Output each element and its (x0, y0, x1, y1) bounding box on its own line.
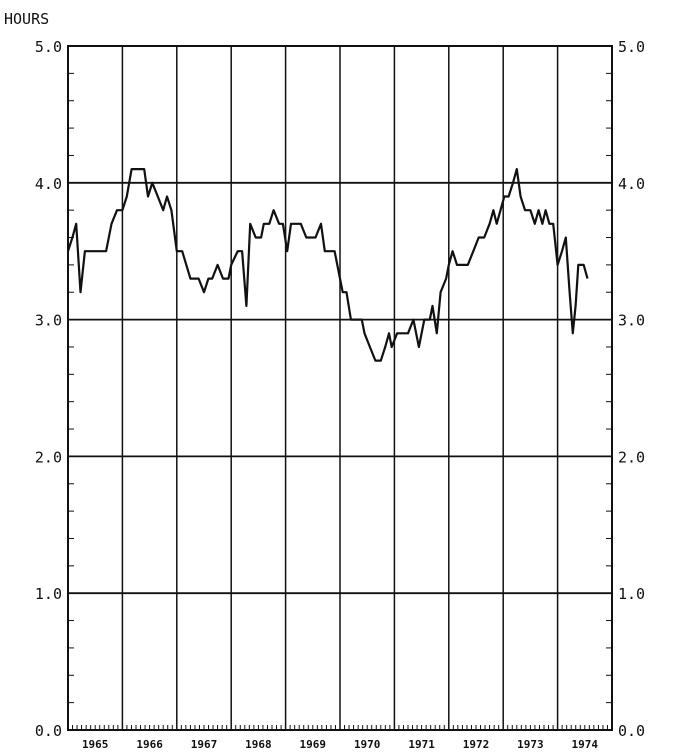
x-tick-label: 1965 (82, 738, 109, 751)
y-tick-label-right: 2.0 (618, 448, 645, 466)
grid (68, 46, 612, 730)
x-tick-label: 1967 (191, 738, 218, 751)
x-tick-label: 1968 (245, 738, 272, 751)
y-tick-label-right: 3.0 (618, 312, 645, 330)
x-tick-label: 1974 (572, 738, 599, 751)
y-tick-label-left: 1.0 (35, 585, 62, 603)
y-axis-unit-label: HOURS (4, 10, 49, 28)
y-tick-label-right: 5.0 (618, 38, 645, 56)
y-tick-label-right: 1.0 (618, 585, 645, 603)
y-tick-label-left: 0.0 (35, 722, 62, 740)
x-tick-label: 1969 (300, 738, 327, 751)
tick-labels: 0.0 0.0 1.0 1.0 2.0 2.0 3.0 3.0 4.0 4.0 5.0 5.0 1965… (35, 38, 645, 751)
y-tick-label-left: 2.0 (35, 448, 62, 466)
x-tick-label: 1966 (136, 738, 163, 751)
y-tick-label-left: 3.0 (35, 312, 62, 330)
y-tick-label-left: 4.0 (35, 175, 62, 193)
x-tick-label: 1972 (463, 738, 490, 751)
plot-frame (67, 45, 613, 731)
x-tick-label: 1971 (408, 738, 435, 751)
x-tick-label: 1970 (354, 738, 381, 751)
y-tick-label-right: 4.0 (618, 175, 645, 193)
x-tick-label: 1973 (517, 738, 544, 751)
y-tick-label-left: 5.0 (35, 38, 62, 56)
series-line (66, 168, 589, 362)
y-tick-label-right: 0.0 (618, 722, 645, 740)
